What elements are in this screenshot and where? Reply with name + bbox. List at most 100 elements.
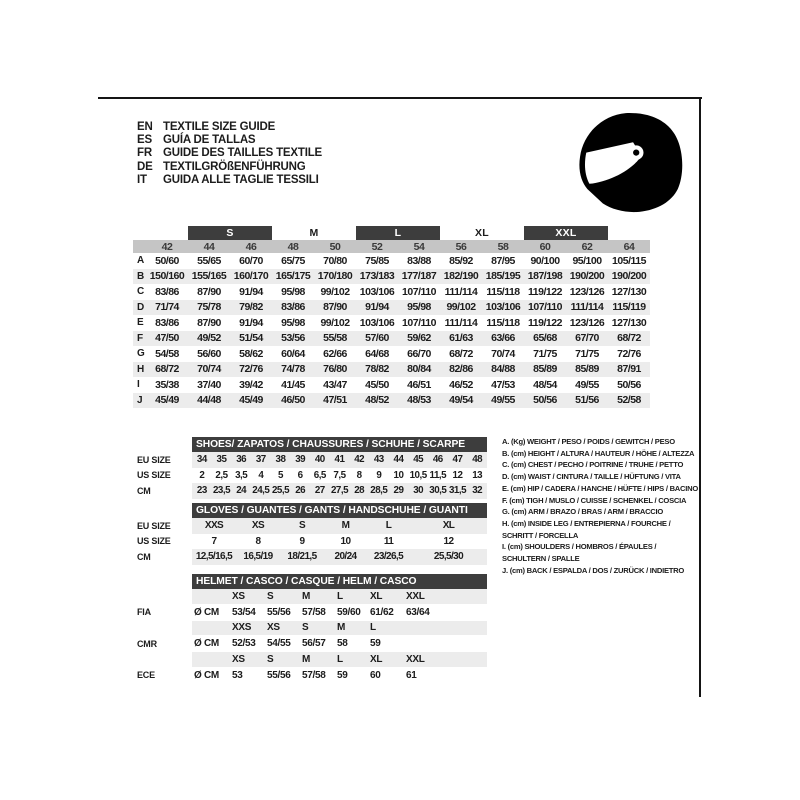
measurement-row-g: G 54/58 56/60 58/62 60/64 62/66 64/68 66/70 68/7… — [133, 346, 650, 362]
row-label: F — [137, 332, 144, 344]
helmet-icon — [579, 113, 683, 213]
table-cell: M — [302, 653, 311, 665]
legend-entry: I. (cm) SHOULDERS / HOMBROS / ÉPAULES / S… — [502, 541, 702, 564]
row-label: US SIZE — [137, 470, 171, 481]
table-cell: 99/102 — [320, 316, 350, 329]
row-label: E — [137, 317, 144, 329]
measurement-row-j: J 45/49 44/48 45/49 46/50 47/51 48/52 48/53 49/5… — [133, 392, 650, 408]
table-cell: 74/78 — [281, 363, 305, 376]
table-cell: 10,5 — [409, 469, 428, 481]
table-cell: 84/88 — [491, 363, 515, 376]
language-code: FR — [137, 147, 152, 160]
gloves-row: US SIZE 7 8 9 10 11 12 — [133, 534, 487, 550]
table-cell: 55/58 — [323, 332, 347, 345]
table-cell: 45/50 — [365, 378, 389, 391]
table-cell: 45/49 — [239, 394, 263, 407]
legend-entry: B. (cm) HEIGHT / ALTURA / HAUTEUR / HÖHE… — [502, 448, 702, 460]
size-header-cell: 52 — [371, 240, 383, 253]
table-cell: 48/54 — [533, 378, 557, 391]
language-title: GUÍA DE TALLAS — [163, 134, 256, 147]
table-cell: 59 — [370, 638, 381, 649]
table-cell: Ø CM — [194, 638, 219, 649]
table-cell: 105/115 — [612, 254, 646, 267]
table-cell: 111/114 — [444, 285, 478, 298]
row-cells: XS S M L XL XXL — [192, 589, 487, 604]
table-cell: 12,5/16,5 — [195, 551, 233, 563]
table-cell: 12 — [452, 469, 463, 481]
table-cell: 70/74 — [491, 347, 515, 360]
table-cell: M — [302, 590, 311, 602]
language-code: ES — [137, 134, 152, 147]
table-cell: 107/110 — [402, 285, 436, 298]
table-cell: 123/126 — [569, 316, 605, 329]
table-cell: L — [337, 590, 343, 602]
table-cell: 8 — [255, 535, 262, 547]
size-group-xl: XL — [474, 227, 490, 239]
size-header-cell: 48 — [287, 240, 299, 253]
table-cell: 31,5 — [448, 485, 467, 497]
table-cell: 79/82 — [239, 301, 263, 314]
helmet-size-row-fia: XS S M L XL XXL — [133, 589, 487, 604]
table-cell: 55/56 — [267, 669, 291, 681]
table-cell: 54/58 — [155, 347, 179, 360]
language-code: EN — [137, 121, 153, 133]
table-cell: Ø CM — [194, 669, 219, 681]
table-cell: 173/183 — [359, 270, 395, 283]
table-cell: XL — [442, 520, 455, 532]
table-cell: XS — [251, 520, 265, 532]
size-header-cell: 50 — [329, 240, 341, 253]
gloves-size-table: GLOVES / GUANTES / GANTS / HANDSCHUHE / … — [133, 503, 487, 565]
table-cell: 50/60 — [155, 254, 179, 267]
table-cell: 185/195 — [485, 270, 521, 283]
legend-line: C. (cm) CHEST / PECHO / POITRINE / TRUHE… — [502, 460, 684, 470]
table-cell: 155/165 — [191, 270, 227, 283]
table-cell: 7,5 — [333, 469, 346, 481]
table-cell: 95/100 — [572, 254, 602, 267]
table-cell: 63/64 — [406, 606, 430, 618]
table-cell: 103/106 — [359, 285, 395, 298]
table-cell: 8 — [356, 469, 362, 481]
table-cell: 63/66 — [491, 332, 515, 345]
page-border-top — [98, 97, 702, 99]
table-cell: 61 — [406, 669, 417, 681]
table-cell: 127/130 — [611, 285, 647, 298]
table-cell: 72/76 — [617, 347, 641, 360]
table-cell: 10 — [340, 535, 352, 547]
shoes-row: CM 23 23,5 24 24,5 25,5 26 27 27,5 28 28,5 29 30 30,5… — [133, 483, 487, 499]
table-cell: 71/75 — [575, 347, 599, 360]
table-cell: L — [370, 622, 376, 634]
table-cell: 177/187 — [401, 270, 437, 283]
table-cell: 24,5 — [252, 485, 270, 497]
gloves-row: EU SIZE XXS XS S M L XL — [133, 518, 487, 534]
table-cell: 7 — [211, 535, 218, 547]
table-cell: 43 — [373, 454, 384, 466]
table-cell: 3,5 — [235, 469, 248, 481]
table-cell: L — [337, 653, 343, 665]
table-cell: XXS — [232, 622, 252, 634]
table-cell: 57/58 — [302, 606, 326, 618]
table-cell: 103/106 — [359, 316, 395, 329]
table-cell: 59 — [337, 669, 348, 681]
row-label: G — [137, 348, 145, 360]
table-cell: 60/70 — [239, 254, 263, 267]
table-cell: 91/94 — [239, 285, 263, 298]
table-cell: L — [385, 520, 392, 532]
table-cell: 58 — [337, 638, 348, 649]
table-cell: 80/84 — [407, 363, 431, 376]
table-cell: 87/90 — [197, 285, 221, 298]
table-cell: 50/56 — [533, 394, 557, 407]
table-cell: XS — [232, 653, 245, 665]
table-cell: 91/94 — [365, 301, 389, 314]
table-cell: 85/92 — [449, 254, 473, 267]
row-label: ECE — [137, 670, 155, 680]
size-header-cell: 56 — [455, 240, 467, 253]
table-cell: 111/114 — [570, 301, 604, 314]
numeric-size-header-row: 42 44 46 48 50 52 54 56 58 60 62 64 — [133, 240, 650, 253]
table-cell: 64/68 — [365, 347, 389, 360]
helmet-value-row-cmr: CMR Ø CM 52/53 54/55 56/57 58 59 — [133, 635, 487, 652]
table-cell: 59/60 — [337, 606, 361, 618]
language-title: TEXTILGRÖßENFÜHRUNG — [163, 160, 306, 173]
table-cell: 68/72 — [449, 347, 473, 360]
table-cell: 16,5/19 — [243, 551, 273, 563]
table-cell: 45/49 — [155, 394, 179, 407]
